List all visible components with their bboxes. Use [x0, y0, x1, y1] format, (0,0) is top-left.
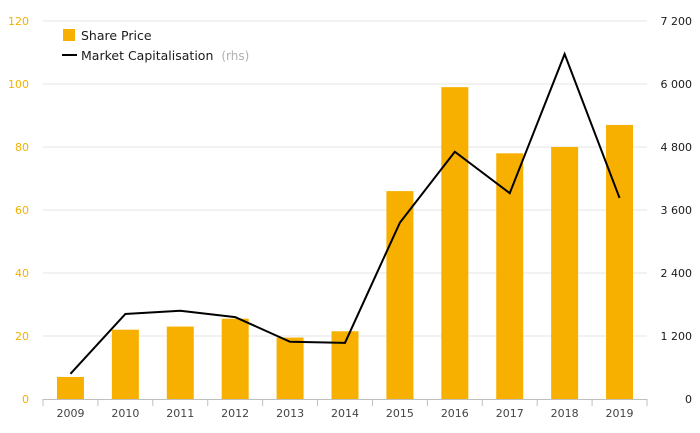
- bar-share-price-2012: [221, 318, 249, 399]
- x-tick-label-2017: 2017: [496, 407, 524, 420]
- x-tick-label-2019: 2019: [606, 407, 634, 420]
- left-tick-label-0: 0: [22, 393, 29, 406]
- right-tick-label-1200: 1 200: [661, 330, 693, 343]
- left-tick-label-40: 40: [15, 267, 29, 280]
- legend-rhs-note: (rhs): [221, 49, 249, 63]
- x-axis: [42, 399, 648, 406]
- right-tick-label-6000: 6 000: [661, 78, 693, 91]
- x-axis-ticks: 2009 2010 2011 2012 2013 2014 2015 2016 2017 2018…: [56, 407, 633, 420]
- x-tick-label-2018: 2018: [551, 407, 579, 420]
- right-axis-ticks: 0 1 200 2 400 3 600 4 800 6 000 7 200: [661, 15, 693, 406]
- right-tick-label-0: 0: [685, 393, 692, 406]
- bar-share-price-2018: [551, 147, 579, 399]
- legend: Share Price Market Capitalisation (rhs): [62, 28, 249, 63]
- left-tick-label-100: 100: [8, 78, 29, 91]
- legend-swatch-share-price: [63, 29, 75, 41]
- x-tick-label-2013: 2013: [276, 407, 304, 420]
- left-axis-ticks: 0 20 40 60 80 100 120: [8, 15, 29, 406]
- bar-share-price-2013: [276, 337, 304, 399]
- x-tick-label-2009: 2009: [56, 407, 84, 420]
- legend-market-cap-text: Market Capitalisation: [81, 48, 213, 63]
- gridlines: [43, 20, 647, 337]
- legend-label-share-price: Share Price: [81, 28, 152, 43]
- right-tick-label-3600: 3 600: [661, 204, 693, 217]
- bar-share-price-2019: [606, 124, 634, 399]
- left-tick-label-60: 60: [15, 204, 29, 217]
- x-tick-label-2011: 2011: [166, 407, 194, 420]
- x-tick-label-2012: 2012: [221, 407, 249, 420]
- x-tick-label-2015: 2015: [386, 407, 414, 420]
- bar-share-price-2015: [386, 191, 414, 399]
- bar-share-price-2009: [56, 376, 84, 399]
- x-tick-label-2016: 2016: [441, 407, 469, 420]
- right-tick-label-7200: 7 200: [661, 15, 693, 28]
- share-price-bars: [56, 87, 634, 400]
- legend-label-market-cap: Market Capitalisation (rhs): [81, 48, 249, 63]
- left-tick-label-20: 20: [15, 330, 29, 343]
- right-tick-label-4800: 4 800: [661, 141, 693, 154]
- left-tick-label-80: 80: [15, 141, 29, 154]
- bar-share-price-2016: [441, 87, 469, 400]
- x-tick-label-2014: 2014: [331, 407, 359, 420]
- bar-share-price-2017: [496, 153, 524, 399]
- market-cap-line-group: [69, 51, 621, 375]
- market-cap-line: [69, 51, 621, 375]
- bar-share-price-2011: [166, 326, 194, 399]
- left-tick-label-120: 120: [8, 15, 29, 28]
- x-tick-label-2010: 2010: [111, 407, 139, 420]
- bar-share-price-2010: [111, 329, 139, 399]
- right-tick-label-2400: 2 400: [661, 267, 693, 280]
